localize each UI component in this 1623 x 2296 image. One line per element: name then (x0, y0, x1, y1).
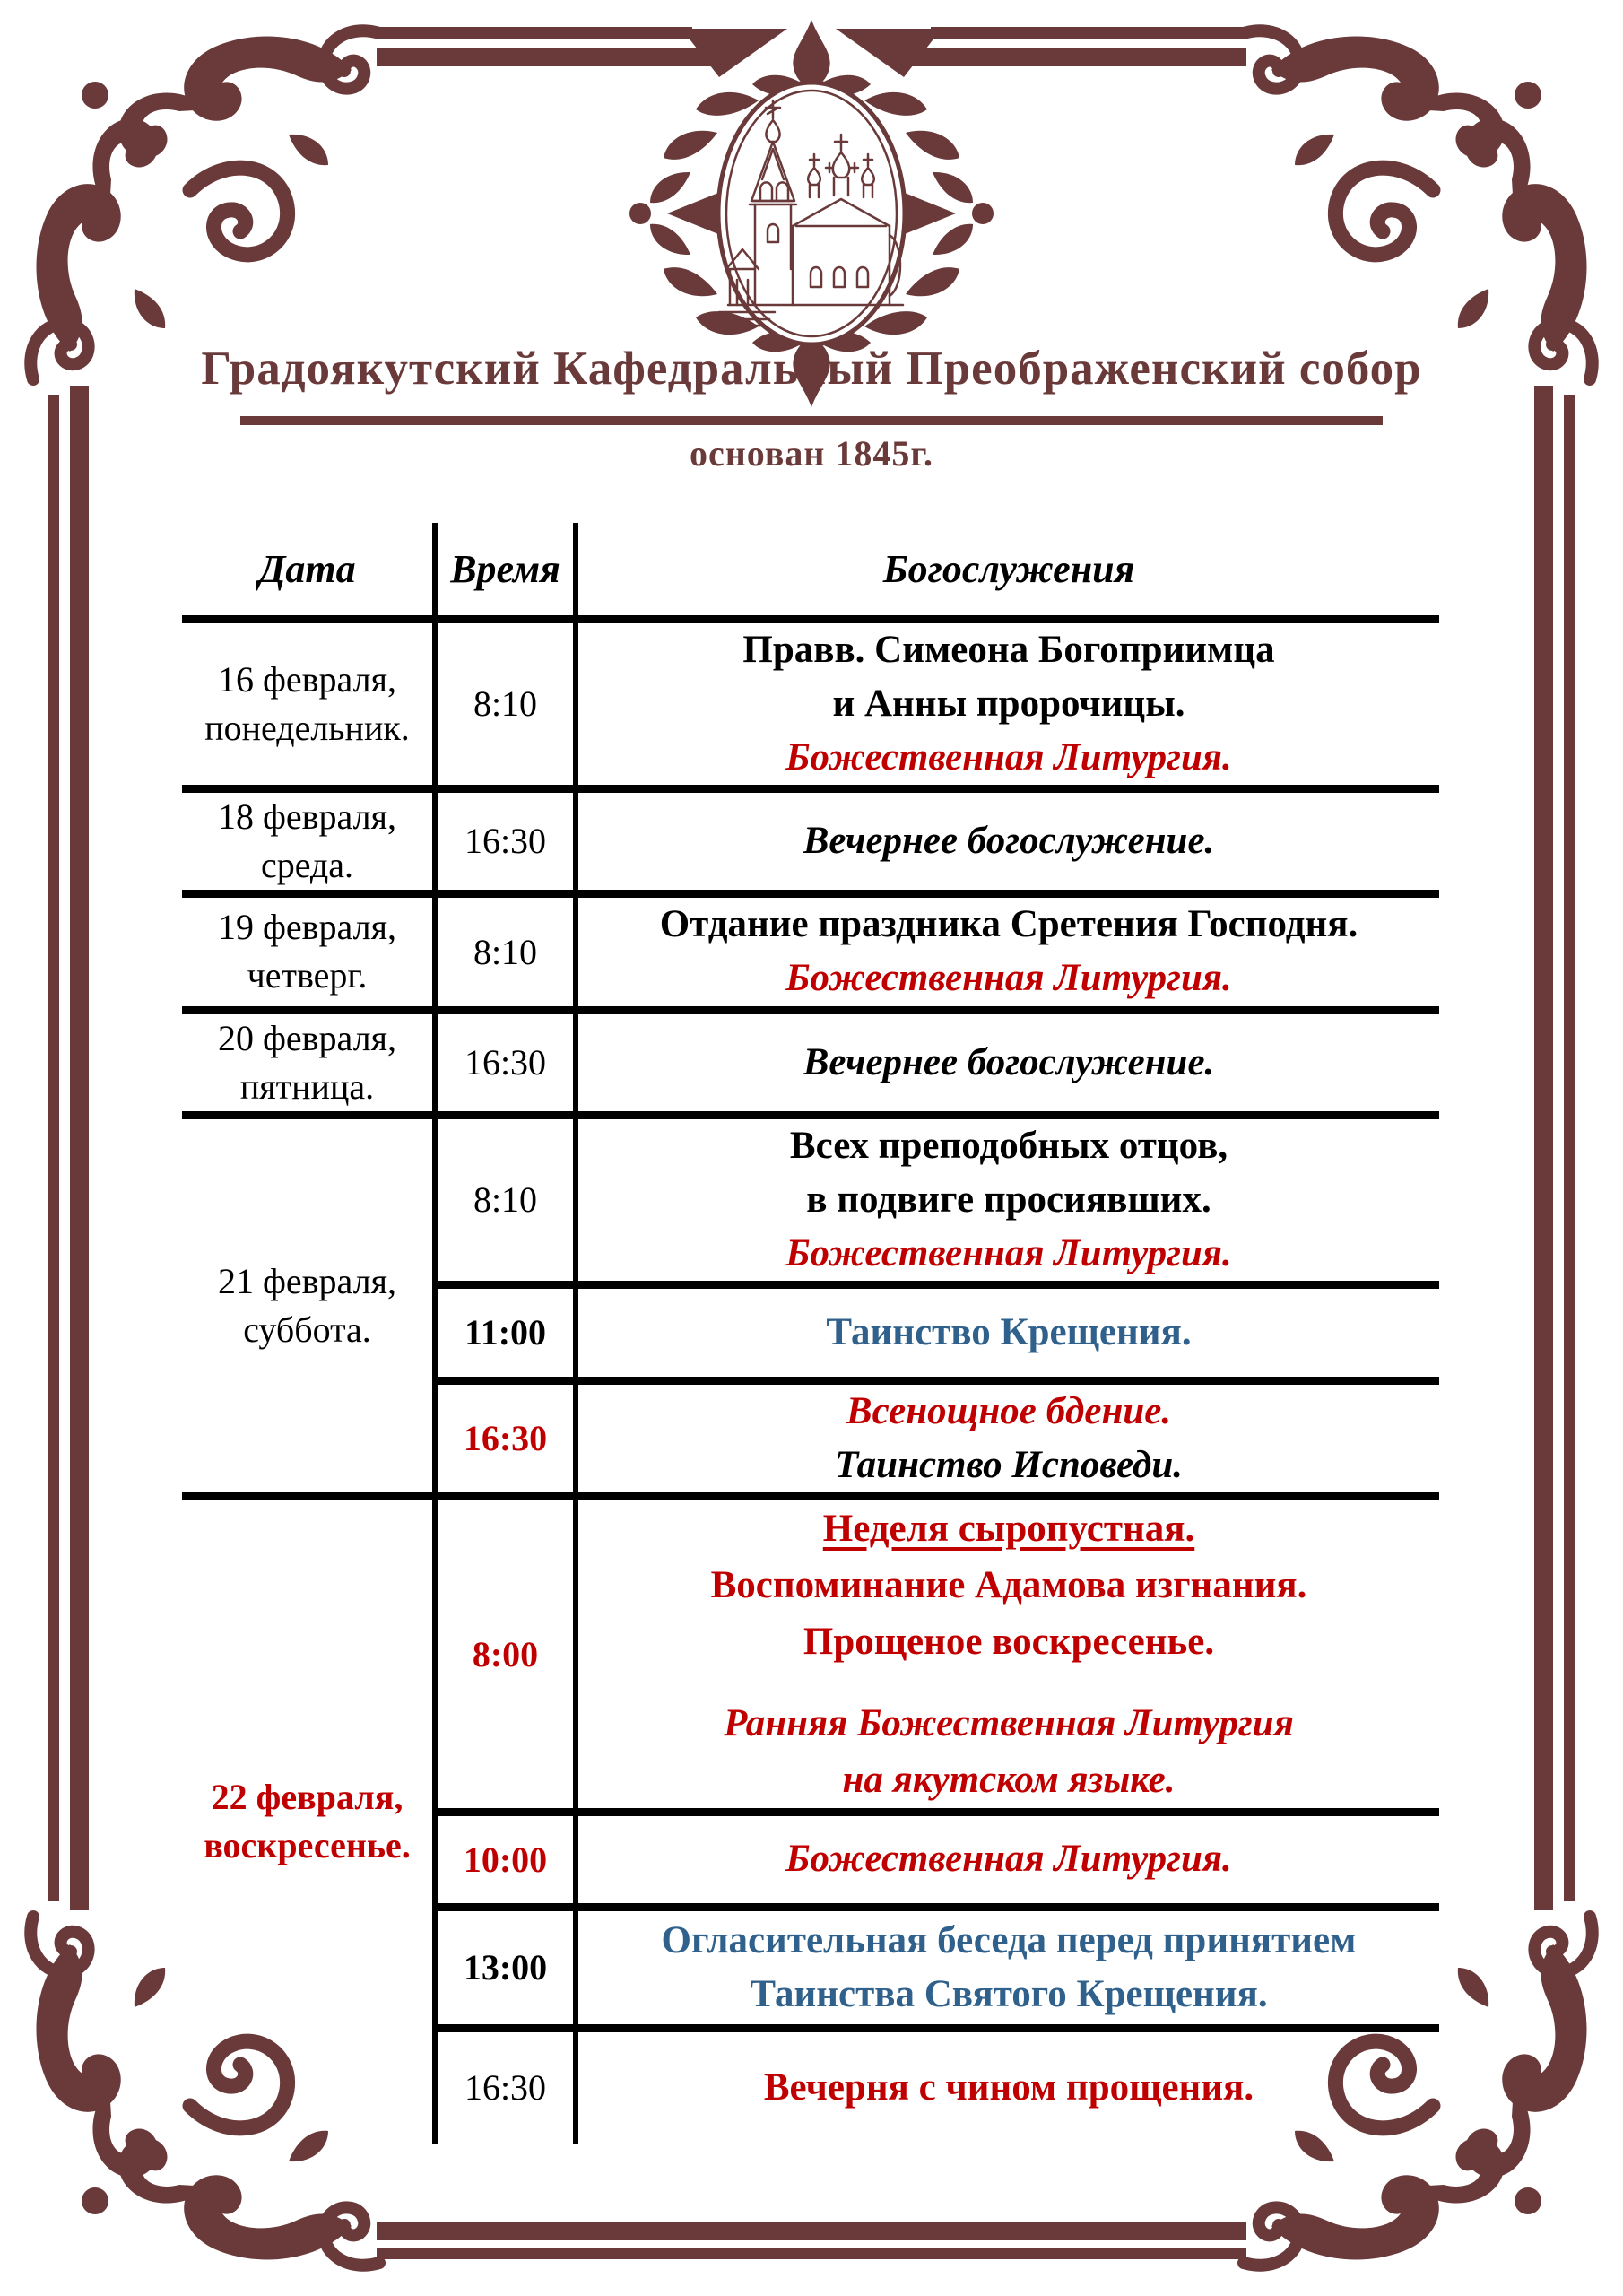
border-bars (48, 27, 1575, 2259)
service-line: Вечерня с чином прощения. (763, 2066, 1254, 2109)
time-cell: 8:10 (432, 893, 576, 1014)
date-cell: 18 февраля, среда. (182, 788, 435, 898)
date-line: 16 февраля, (217, 658, 397, 700)
date-line: 21 февраля, (217, 1260, 397, 1301)
service-line: Правв. Симеона Богоприимца (742, 628, 1275, 671)
service-line: Огласительная беседа перед принятием (661, 1918, 1357, 1961)
date-line: понедельник. (204, 707, 410, 748)
date-line: 19 февраля, (217, 907, 397, 947)
column-header-services: Богослужения (573, 523, 1439, 623)
service-line: Божественная Литургия. (785, 1838, 1232, 1880)
schedule-row: 21 февраля, суббота. 8:10 Всех преподобн… (182, 1115, 1439, 1500)
service-line: в подвиге просиявших. (806, 1178, 1211, 1221)
date-line: четверг. (247, 955, 368, 996)
schedule-row: 16:30 Всенощное бдение. Таинство Исповед… (182, 1380, 1439, 1500)
column-header-time: Время (432, 523, 576, 623)
date-line: 18 февраля, (217, 796, 397, 837)
date-line: 22 февраля, (211, 1777, 404, 1818)
date-line: среда. (260, 844, 354, 885)
date-cell: 20 февраля, пятница. (182, 1010, 435, 1119)
time-cell: 10:00 (432, 1812, 576, 1911)
time-cell: 16:30 (432, 1010, 576, 1119)
service-cell: Божественная Литургия. (573, 1812, 1439, 1911)
service-cell: Отдание праздника Сретения Господня. Бож… (573, 893, 1439, 1014)
service-line: Таинства Святого Крещения. (750, 1972, 1268, 2015)
service-cell: Таинство Крещения. (573, 1284, 1439, 1385)
service-cell: Неделя сыропустная. Воспоминание Адамова… (573, 1496, 1439, 1816)
schedule-row: 10:00 Божественная Литургия. (182, 1812, 1439, 1911)
date-line: воскресенье. (204, 1825, 411, 1866)
church-emblem (629, 20, 994, 407)
column-header-date: Дата (182, 523, 435, 623)
date-line: пятница. (239, 1065, 375, 1107)
time-cell: 8:10 (432, 619, 576, 793)
service-line: Прощеное воскресенье. (803, 1620, 1215, 1663)
schedule-row: 22 февраля, воскресенье. 8:00 Неделя сыр… (182, 1496, 1439, 1866)
service-line: Божественная Литургия. (785, 957, 1232, 999)
header-row: Дата Время Богослужения (182, 523, 1439, 623)
cathedral-line-art (717, 99, 905, 327)
schedule-row: 20 февраля, пятница. 16:30 Вечернее бого… (182, 1010, 1439, 1119)
service-cell: Вечерня с чином прощения. (573, 2028, 1439, 2144)
service-cell: Правв. Симеона Богоприимца и Анны пророч… (573, 619, 1439, 793)
time-cell: 11:00 (432, 1284, 576, 1385)
service-cell: Огласительная беседа перед принятием Таи… (573, 1907, 1439, 2032)
schedule-row: 11:00 Таинство Крещения. (182, 1284, 1439, 1385)
service-line: Таинство Исповеди. (834, 1443, 1184, 1486)
service-line: Вечернее богослужение. (803, 819, 1215, 862)
date-cell: 21 февраля, суббота. (182, 1115, 435, 1500)
page-title: Градоякутский Кафедральный Преображенски… (201, 343, 1422, 395)
service-cell: Вечернее богослужение. (573, 788, 1439, 898)
schedule-table-wrap: Дата Время Богослужения 16 февраля, поне… (182, 523, 1439, 2144)
schedule-row: 19 февраля, четверг. 8:10 Отдание праздн… (182, 893, 1439, 1014)
service-line: Божественная Литургия. (785, 1231, 1232, 1274)
schedule-row: 16 февраля, понедельник. 8:10 Правв. Сим… (182, 619, 1439, 793)
service-line: на якутском языке. (842, 1758, 1176, 1801)
schedule-row: 16:30 Вечерня с чином прощения. (182, 2028, 1439, 2144)
service-cell: Вечернее богослужение. (573, 1010, 1439, 1119)
date-cell: 19 февраля, четверг. (182, 893, 435, 1014)
service-line: Вечернее богослужение. (803, 1040, 1215, 1083)
time-cell: 8:10 (432, 1115, 576, 1289)
date-line: 20 февраля, (217, 1017, 397, 1058)
time-cell: 16:30 (432, 1380, 576, 1500)
page-subtitle: основан 1845г. (689, 433, 934, 474)
title-rule (240, 416, 1383, 425)
service-line: Всех преподобных отцов, (789, 1124, 1228, 1167)
service-line: Божественная Литургия. (785, 735, 1232, 778)
schedule-table: Дата Время Богослужения 16 февраля, поне… (182, 523, 1439, 2144)
service-cell: Всех преподобных отцов, в подвиге просия… (573, 1115, 1439, 1289)
date-cell: 22 февраля, воскресенье. (182, 1496, 435, 2144)
schedule-row: 18 февраля, среда. 16:30 Вечернее богосл… (182, 788, 1439, 898)
time-cell: 8:00 (432, 1496, 576, 1816)
date-line: суббота. (243, 1309, 371, 1350)
service-cell: Всенощное бдение. Таинство Исповеди. (573, 1380, 1439, 1500)
schedule-row: 13:00 Огласительная беседа перед приняти… (182, 1907, 1439, 2032)
service-line: Неделя сыропустная. (822, 1507, 1195, 1550)
service-line: Ранняя Божественная Литургия (724, 1701, 1294, 1744)
date-cell: 16 февраля, понедельник. (182, 619, 435, 793)
time-cell: 13:00 (432, 1907, 576, 2032)
service-line: Таинство Крещения. (826, 1310, 1192, 1353)
time-cell: 16:30 (432, 788, 576, 898)
service-line: Всенощное бдение. (846, 1389, 1172, 1432)
service-line: и Анны пророчицы. (832, 682, 1185, 725)
time-cell: 16:30 (432, 2028, 576, 2144)
service-line: Воспоминание Адамова изгнания. (710, 1563, 1307, 1606)
service-line: Отдание праздника Сретения Господня. (659, 903, 1358, 945)
